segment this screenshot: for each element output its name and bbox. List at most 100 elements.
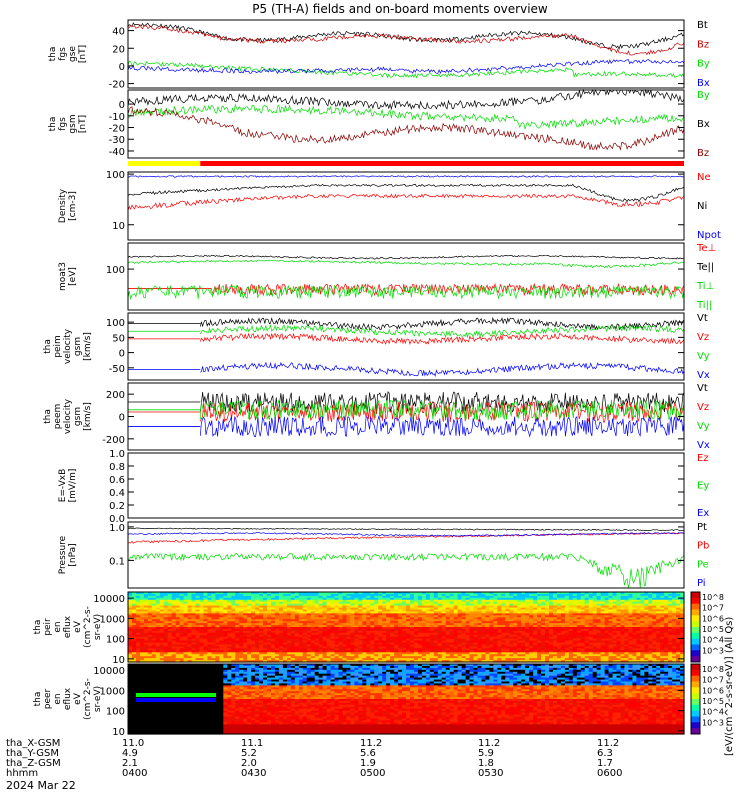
heat-cell [215,636,220,640]
heat-cell [576,634,582,638]
heat-cell [668,627,673,630]
heat-cell [501,601,506,605]
heat-cell [616,630,622,634]
heat-cell [151,599,157,603]
heat-cell [223,623,228,626]
heat-cell [155,636,161,640]
heat-cell [652,595,657,599]
heat-cell [342,592,348,595]
heat-cell [294,619,300,622]
heat-cell [207,634,212,638]
heat-cell [469,592,475,595]
heat-cell [525,601,530,605]
heat-cell [541,595,546,599]
heat-cell [473,623,479,626]
legend-efield-2: Ex [697,508,709,519]
legend-density-2: Npot [697,230,721,241]
heat-cell [485,611,490,614]
heat-cell [421,621,427,624]
heat-cell [171,607,177,611]
heat-cell [556,592,562,595]
heat-cell [402,625,407,628]
heat-cell [322,603,328,607]
heat-cell [441,609,447,612]
heat-cell [537,593,542,597]
heat-cell [294,627,300,630]
heat-cell [604,627,610,630]
heat-cell [386,613,391,616]
heat-cell [132,628,137,632]
heat-cell [410,625,415,628]
heat-cell [302,634,308,638]
heat-cell [556,628,562,632]
heat-cell [656,628,661,632]
heat-cell [215,627,220,630]
heat-cell [668,609,673,612]
heat-cell [624,619,629,622]
series-line-fgs-gse-1 [127,24,685,56]
heat-cell [652,623,657,626]
heat-cell [485,603,490,607]
heat-cell [163,607,169,611]
heat-cell [497,592,502,595]
heat-cell [584,607,590,611]
heat-cell [489,603,494,607]
heat-cell [477,625,483,628]
heat-cell [342,609,348,612]
heat-cell [247,605,252,609]
heat-cell [473,597,479,601]
heat-cell [306,615,312,618]
heat-cell [461,625,467,628]
heat-cell [481,613,487,616]
heat-cell [139,632,145,636]
heat-cell [235,617,240,620]
heat-cell [207,628,212,632]
heat-cell [278,592,284,595]
heat-cell [493,623,498,626]
heat-cell [473,625,479,628]
heat-cell [286,619,292,622]
heat-cell [413,607,419,611]
heat-cell [513,599,518,603]
heat-cell [616,601,622,605]
heat-cell [362,592,367,595]
heat-cell [207,630,212,634]
heat-cell [374,625,379,628]
heat-cell [147,595,153,599]
heat-cell [398,613,403,616]
heat-cell [413,597,419,601]
heat-cell [235,607,240,611]
heat-cell [326,621,332,624]
heat-cell [600,601,606,605]
heat-cell [656,619,661,622]
heat-cell [271,628,276,632]
heat-cell [350,634,355,638]
heat-cell [322,601,328,605]
heat-cell [676,603,681,607]
heat-cell [211,615,216,618]
heat-cell [441,592,447,595]
heat-cell [497,605,502,609]
heat-cell [620,623,626,626]
heat-cell [568,617,574,620]
heat-cell [374,597,379,601]
heat-cell [342,623,348,626]
heat-cell [278,619,284,622]
heat-cell [600,599,606,603]
heat-cell [552,634,558,638]
heat-cell [541,603,546,607]
heat-cell [398,615,403,618]
heat-cell [302,603,308,607]
heat-cell [473,593,479,597]
heat-cell [251,623,256,626]
heat-cell [556,609,562,612]
heat-cell [394,615,399,618]
heat-cell [346,623,351,626]
heat-cell [342,595,348,599]
heat-cell [509,627,514,630]
heat-cell [147,613,153,616]
heat-cell [159,592,165,595]
heat-cell [342,601,348,605]
heat-cell [318,628,324,632]
heat-cell [580,613,586,616]
